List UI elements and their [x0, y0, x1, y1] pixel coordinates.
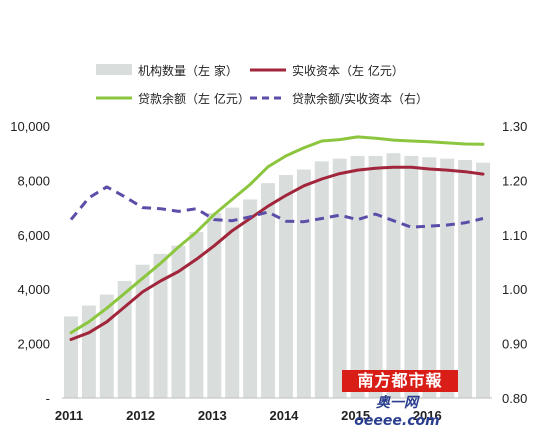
y-left-tick-label: 10,000: [10, 119, 50, 134]
y-left-tick-label: 2,000: [17, 337, 50, 352]
y-right-tick-label: 0.80: [502, 391, 527, 406]
bar-series: [63, 153, 491, 398]
y-right-tick-label: 1.30: [502, 119, 527, 134]
bar: [171, 245, 186, 398]
y-right-tick-label: 1.00: [502, 282, 527, 297]
y-right-tick-label: 1.20: [502, 173, 527, 188]
newspaper-watermark: 南方都市報 奥一网 oeeee.com: [332, 368, 462, 429]
line-series: [69, 135, 485, 341]
x-tick-label: 2014: [269, 408, 299, 423]
legend-label: 贷款余额（左 亿元）: [138, 91, 250, 106]
y-right-tick-label: 1.10: [502, 228, 527, 243]
x-tick-label: 2016: [413, 408, 442, 423]
y-left-tick-label: -: [46, 391, 50, 406]
y-left-tick-label: 4,000: [17, 282, 50, 297]
bar: [207, 213, 222, 398]
bar: [332, 158, 347, 398]
y-right-tick-label: 0.90: [502, 337, 527, 352]
x-tick-label: 2013: [198, 408, 227, 423]
series-line: [69, 165, 485, 341]
legend-label: 机构数量（左 家）: [138, 63, 238, 78]
legend-label: 实收资本（左 亿元）: [292, 63, 404, 78]
bar: [135, 264, 150, 398]
series-line: [69, 135, 485, 335]
tick-labels: - 2,000 4,000 6,000 8,000 10,000 0.80 0.90 1.00 1…: [10, 119, 527, 423]
bar: [458, 160, 473, 398]
x-tick-label: 2015: [341, 408, 370, 423]
y-left-tick-label: 6,000: [17, 228, 50, 243]
bar: [243, 199, 258, 398]
bar: [278, 174, 293, 398]
y-left-tick-label: 8,000: [17, 173, 50, 188]
bar: [296, 169, 311, 398]
x-tick-label: 2011: [55, 408, 83, 423]
bar: [261, 183, 276, 398]
bar: [386, 153, 401, 398]
legend-label: 贷款余额/实收资本（右）: [292, 91, 428, 106]
bar: [440, 158, 455, 398]
legend-swatch: [96, 64, 132, 75]
series-line: [69, 185, 484, 229]
bar: [368, 155, 383, 398]
x-tick-label: 2012: [126, 408, 155, 423]
bar: [404, 155, 419, 398]
bar: [476, 162, 491, 398]
bar: [189, 232, 204, 398]
bar: [225, 207, 240, 398]
bar: [422, 157, 437, 398]
legend: 机构数量（左 家） 实收资本（左 亿元） 贷款余额（左 亿元） 贷款余额/实收资本（右…: [96, 63, 428, 106]
bar: [314, 161, 329, 398]
bar: [153, 253, 168, 398]
watermark-masthead: 南方都市報: [342, 370, 458, 392]
bar: [81, 305, 96, 398]
bar: [350, 155, 365, 398]
watermark-site: 奥一网 oeeee.com: [354, 395, 440, 429]
